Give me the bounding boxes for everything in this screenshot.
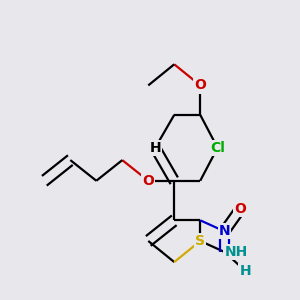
Text: S: S xyxy=(195,234,205,248)
Text: NH: NH xyxy=(224,245,248,259)
Text: Cl: Cl xyxy=(210,141,225,155)
Text: H: H xyxy=(149,141,161,155)
Text: N: N xyxy=(219,224,230,238)
Text: H: H xyxy=(239,264,251,278)
Text: O: O xyxy=(234,202,246,216)
Text: O: O xyxy=(194,78,206,92)
Text: O: O xyxy=(142,174,154,188)
